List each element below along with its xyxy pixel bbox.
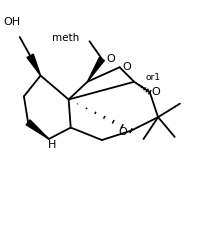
Text: OH: OH <box>3 17 20 27</box>
Text: O: O <box>106 54 115 64</box>
Text: H: H <box>47 139 56 149</box>
Text: O: O <box>151 87 160 97</box>
Polygon shape <box>27 55 41 76</box>
Text: or1: or1 <box>145 72 160 81</box>
Polygon shape <box>87 58 104 82</box>
Text: O: O <box>118 126 127 136</box>
Polygon shape <box>26 120 49 139</box>
Text: meth: meth <box>52 33 79 43</box>
Text: O: O <box>123 62 131 72</box>
